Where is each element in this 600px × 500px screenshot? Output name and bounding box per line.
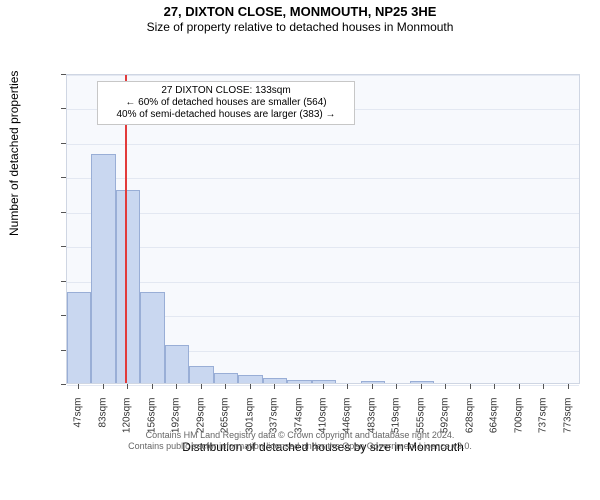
x-tick-mark xyxy=(274,384,275,389)
histogram-bar xyxy=(189,366,213,383)
x-tick-mark xyxy=(470,384,471,389)
histogram-bar xyxy=(91,154,115,383)
x-tick-mark xyxy=(519,384,520,389)
histogram-bar xyxy=(287,380,311,383)
histogram-bar xyxy=(67,292,91,383)
page-subtitle: Size of property relative to detached ho… xyxy=(0,20,600,34)
x-tick-mark xyxy=(372,384,373,389)
y-tick-mark xyxy=(61,315,66,316)
footer-line-2: Contains public sector information licen… xyxy=(0,441,600,452)
x-tick-mark xyxy=(568,384,569,389)
y-tick-mark xyxy=(61,350,66,351)
histogram-bar xyxy=(263,378,287,383)
x-tick-mark xyxy=(347,384,348,389)
y-tick-mark xyxy=(61,74,66,75)
x-tick-mark xyxy=(445,384,446,389)
histogram-bar xyxy=(116,190,140,383)
x-tick-mark xyxy=(152,384,153,389)
subtitle-text: Size of property relative to detached ho… xyxy=(147,20,454,34)
y-tick-mark xyxy=(61,143,66,144)
x-tick-mark xyxy=(176,384,177,389)
grid-line xyxy=(67,75,579,76)
x-tick-mark xyxy=(78,384,79,389)
histogram-bar xyxy=(361,381,385,383)
grid-line xyxy=(67,282,579,283)
y-tick-mark xyxy=(61,384,66,385)
footer-line-1: Contains HM Land Registry data © Crown c… xyxy=(0,430,600,441)
x-tick-mark xyxy=(396,384,397,389)
grid-line xyxy=(67,247,579,248)
grid-line xyxy=(67,144,579,145)
histogram-bar xyxy=(312,380,336,383)
histogram-bar xyxy=(410,381,434,383)
x-tick-mark xyxy=(299,384,300,389)
y-tick-mark xyxy=(61,177,66,178)
plot-area: 27 DIXTON CLOSE: 133sqm← 60% of detached… xyxy=(66,74,580,384)
x-tick-mark xyxy=(494,384,495,389)
x-tick-mark xyxy=(201,384,202,389)
y-tick-mark xyxy=(61,246,66,247)
histogram-bar xyxy=(214,373,238,383)
x-tick-mark xyxy=(127,384,128,389)
annotation-line: 27 DIXTON CLOSE: 133sqm xyxy=(101,85,351,97)
y-tick-mark xyxy=(61,281,66,282)
x-tick-mark xyxy=(543,384,544,389)
grid-line xyxy=(67,178,579,179)
histogram-bar xyxy=(140,292,164,383)
y-tick-mark xyxy=(61,212,66,213)
x-tick-mark xyxy=(421,384,422,389)
x-tick-mark xyxy=(323,384,324,389)
annotation-line: ← 60% of detached houses are smaller (56… xyxy=(101,97,351,109)
y-axis-title: Number of detached properties xyxy=(7,220,21,236)
x-tick-mark xyxy=(225,384,226,389)
page-title: 27, DIXTON CLOSE, MONMOUTH, NP25 3HE xyxy=(0,0,600,20)
attribution-footer: Contains HM Land Registry data © Crown c… xyxy=(0,430,600,452)
y-tick-mark xyxy=(61,108,66,109)
histogram-bar xyxy=(165,345,189,383)
x-tick-mark xyxy=(250,384,251,389)
x-tick-mark xyxy=(103,384,104,389)
y-axis-title-text: Number of detached properties xyxy=(7,71,21,236)
annotation-line: 40% of semi-detached houses are larger (… xyxy=(101,109,351,121)
grid-line xyxy=(67,213,579,214)
histogram-bar xyxy=(238,375,262,383)
annotation-box: 27 DIXTON CLOSE: 133sqm← 60% of detached… xyxy=(97,81,355,125)
title-text: 27, DIXTON CLOSE, MONMOUTH, NP25 3HE xyxy=(164,4,437,19)
